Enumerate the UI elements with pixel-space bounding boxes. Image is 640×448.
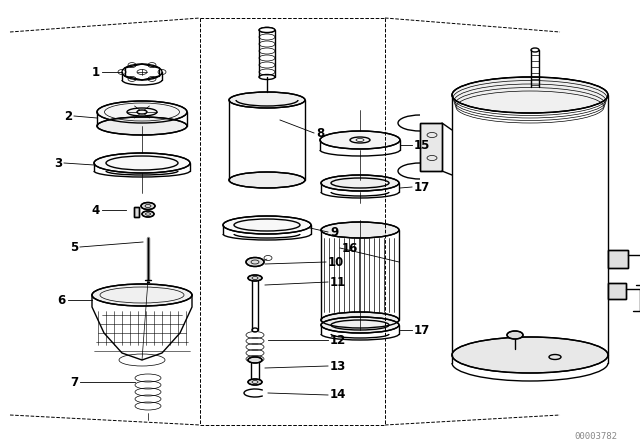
Ellipse shape [452,77,608,113]
Ellipse shape [321,312,399,328]
Ellipse shape [94,153,190,173]
Ellipse shape [321,317,399,333]
Text: 2: 2 [64,109,72,122]
Ellipse shape [142,211,154,217]
Text: 9: 9 [330,225,339,238]
Ellipse shape [321,175,399,191]
Bar [608,250,628,268]
Ellipse shape [321,222,399,238]
Bar [608,283,626,299]
Text: 14: 14 [330,388,346,401]
Text: 7: 7 [70,375,78,388]
Text: 13: 13 [330,359,346,372]
Ellipse shape [141,202,155,210]
Text: 10: 10 [328,255,344,268]
Ellipse shape [246,258,264,267]
Text: 8: 8 [316,126,324,139]
Ellipse shape [97,101,187,123]
Ellipse shape [92,284,192,306]
Ellipse shape [248,357,262,363]
Bar [420,123,442,171]
Ellipse shape [97,117,187,135]
Text: 12: 12 [330,333,346,346]
Text: 4: 4 [92,203,100,216]
Bar [608,283,626,299]
Text: 1: 1 [92,65,100,78]
Ellipse shape [248,379,262,385]
Ellipse shape [229,172,305,188]
Text: 15: 15 [414,138,430,151]
Text: 5: 5 [70,241,78,254]
Ellipse shape [320,131,400,149]
Ellipse shape [229,92,305,108]
Text: 17: 17 [414,181,430,194]
Bar [608,250,628,268]
Ellipse shape [452,337,608,373]
Ellipse shape [248,275,262,281]
Text: 17: 17 [414,323,430,336]
Text: 11: 11 [330,276,346,289]
Bar [134,207,139,217]
Ellipse shape [507,331,523,339]
Text: 3: 3 [54,156,62,169]
Text: 6: 6 [58,293,66,306]
Ellipse shape [223,216,311,234]
Text: 16: 16 [342,241,358,254]
Bar [420,123,442,171]
Bar [134,207,139,217]
Text: 00003782: 00003782 [574,431,617,440]
